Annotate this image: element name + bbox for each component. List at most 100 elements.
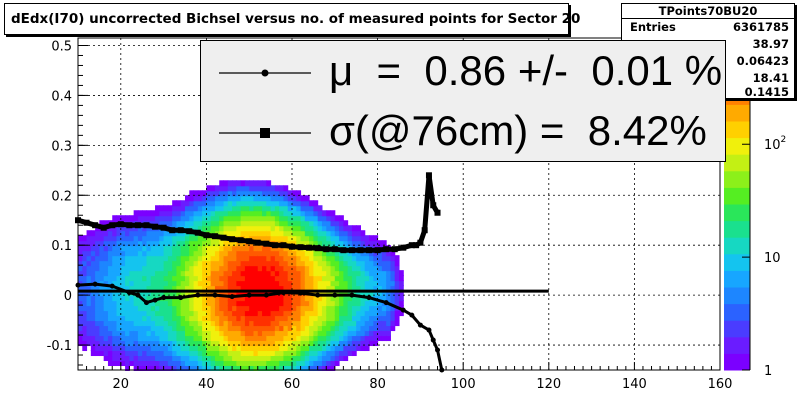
heatmap-cell	[202, 335, 207, 342]
heatmap-cell	[300, 260, 306, 267]
heatmap-cell	[236, 270, 242, 277]
heatmap-cell	[206, 245, 212, 252]
heatmap-cell	[197, 285, 203, 292]
heatmap-cell	[189, 335, 195, 342]
heatmap-cell	[304, 280, 310, 287]
color-scale-swatch	[724, 270, 750, 288]
heatmap-cell	[266, 345, 272, 352]
heatmap-cell	[159, 230, 165, 237]
heatmap-cell	[364, 255, 370, 262]
heatmap-cell	[257, 300, 263, 307]
heatmap-cell	[232, 220, 237, 227]
heatmap-cell	[309, 315, 314, 322]
heatmap-cell	[334, 220, 340, 227]
heatmap-cell	[125, 255, 130, 262]
heatmap-cell	[172, 220, 177, 227]
heatmap-cell	[270, 355, 276, 362]
data-point	[143, 300, 149, 306]
heatmap-cell	[351, 265, 357, 272]
heatmap-cell	[180, 250, 186, 257]
heatmap-cell	[172, 340, 177, 347]
heatmap-cell	[347, 300, 353, 307]
heatmap-cell	[330, 365, 336, 372]
heatmap-cell	[330, 345, 336, 352]
heatmap-cell	[116, 355, 122, 362]
heatmap-cell	[223, 360, 229, 367]
heatmap-cell	[185, 360, 190, 367]
heatmap-cell	[321, 360, 327, 367]
heatmap-cell	[377, 285, 383, 292]
color-scale-exponent: 2	[781, 135, 787, 145]
heatmap-cell	[330, 220, 336, 227]
heatmap-cell	[125, 280, 130, 287]
heatmap-cell	[262, 225, 267, 232]
heatmap-cell	[351, 325, 357, 332]
heatmap-cell	[206, 215, 212, 222]
heatmap-cell	[373, 305, 379, 312]
heatmap-cell	[313, 315, 319, 322]
heatmap-cell	[197, 330, 203, 337]
heatmap-cell	[172, 205, 177, 212]
heatmap-cell	[223, 205, 229, 212]
heatmap-cell	[133, 345, 139, 352]
heatmap-cell	[253, 285, 259, 292]
heatmap-cell	[253, 245, 259, 252]
heatmap-cell	[206, 365, 212, 372]
heatmap-cell	[381, 280, 387, 287]
heatmap-cell	[262, 220, 267, 227]
heatmap-cell	[180, 310, 186, 317]
heatmap-cell	[373, 260, 379, 267]
heatmap-cell	[99, 235, 105, 242]
heatmap-cell	[279, 325, 284, 332]
heatmap-cell	[330, 350, 336, 357]
heatmap-cell	[129, 250, 135, 257]
heatmap-cell	[112, 360, 118, 367]
heatmap-cell	[300, 350, 306, 357]
heatmap-cell	[223, 290, 229, 297]
heatmap-cell	[326, 220, 332, 227]
heatmap-cell	[313, 345, 319, 352]
heatmap-cell	[334, 300, 340, 307]
heatmap-cell	[232, 290, 237, 297]
heatmap-cell	[189, 215, 195, 222]
heatmap-cell	[300, 325, 306, 332]
heatmap-cell	[227, 220, 233, 227]
heatmap-cell	[180, 205, 186, 212]
heatmap-cell	[90, 350, 96, 357]
heatmap-cell	[90, 340, 96, 347]
heatmap-cell	[223, 315, 229, 322]
heatmap-cell	[232, 310, 237, 317]
heatmap-cell	[321, 265, 327, 272]
heatmap-cell	[262, 305, 267, 312]
heatmap-cell	[202, 260, 207, 267]
heatmap-cell	[253, 355, 259, 362]
heatmap-cell	[351, 255, 357, 262]
heatmap-cell	[112, 255, 118, 262]
heatmap-cell	[223, 215, 229, 222]
heatmap-cell	[227, 340, 233, 347]
heatmap-cell	[95, 285, 100, 292]
heatmap-cell	[129, 285, 135, 292]
heatmap-cell	[304, 260, 310, 267]
heatmap-cell	[351, 320, 357, 327]
heatmap-cell	[369, 280, 374, 287]
heatmap-cell	[270, 205, 276, 212]
heatmap-cell	[155, 250, 160, 257]
heatmap-cell	[185, 285, 190, 292]
heatmap-cell	[249, 220, 254, 227]
heatmap-cell	[120, 230, 126, 237]
heatmap-cell	[193, 240, 199, 247]
data-point	[366, 247, 373, 254]
heatmap-cell	[146, 290, 152, 297]
heatmap-cell	[103, 240, 109, 247]
heatmap-cell	[292, 280, 297, 287]
heatmap-cell	[262, 300, 267, 307]
heatmap-cell	[377, 280, 383, 287]
heatmap-cell	[78, 290, 83, 297]
heatmap-cell	[343, 300, 349, 307]
heatmap-cell	[214, 200, 220, 207]
heatmap-cell	[279, 300, 284, 307]
heatmap-cell	[304, 235, 310, 242]
heatmap-cell	[244, 250, 250, 257]
heatmap-cell	[202, 350, 207, 357]
